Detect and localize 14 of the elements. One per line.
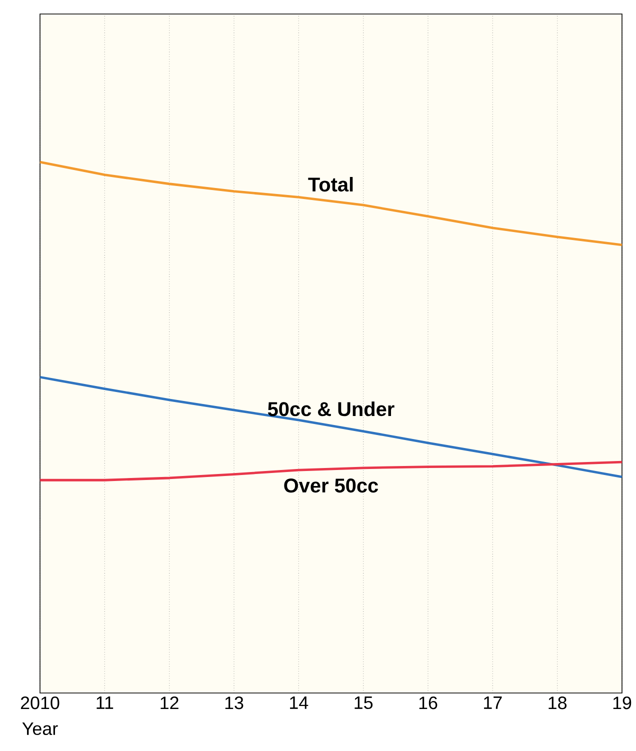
x-axis-title: Year [22,722,58,736]
x-tick-label: 14 [290,696,308,709]
x-tick-label: 16 [419,696,438,710]
x-tick-label: 12 [160,696,178,710]
x-tick-label: 18 [548,696,567,710]
x-tick-label: 11 [96,696,114,709]
series-label: 50cc & Under [268,402,394,416]
x-tick-label: 19 [613,696,632,710]
x-tick-label: 17 [484,696,502,709]
series-label: Total [308,176,353,192]
x-tick-label: 15 [354,696,373,710]
series-label: Over 50cc [284,478,378,493]
x-tick-label: 13 [225,696,244,710]
x-tick-label: 2010 [20,696,60,710]
